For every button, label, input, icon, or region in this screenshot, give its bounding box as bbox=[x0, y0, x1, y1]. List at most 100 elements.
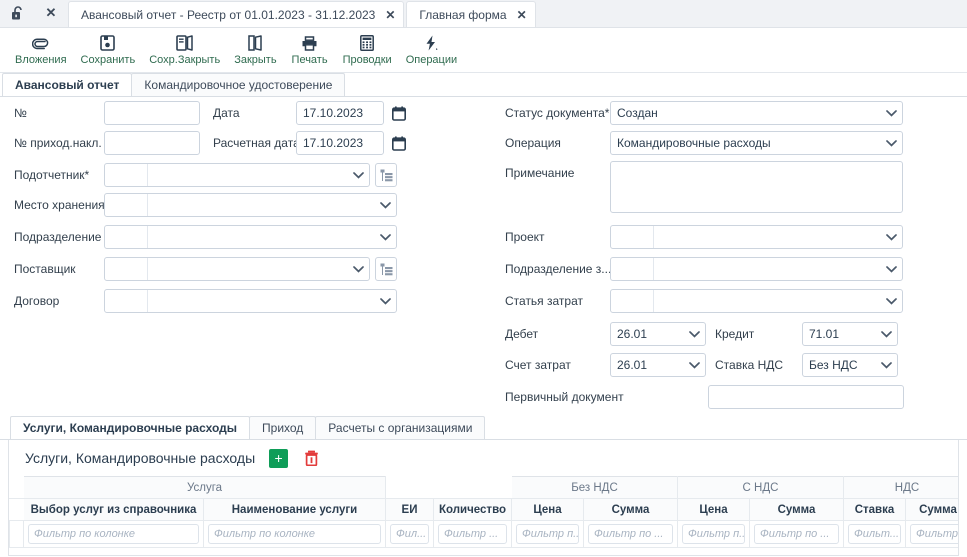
add-row-button[interactable]: + bbox=[269, 448, 289, 468]
close-all-tabs-button[interactable]: ✕ bbox=[45, 5, 57, 20]
window-tab-avansovy-otchet[interactable]: Авансовый отчет - Реестр от 01.01.2023 -… bbox=[68, 1, 405, 27]
column-filter-input[interactable]: Фильтр по ... bbox=[754, 524, 839, 544]
tab-prihod[interactable]: Приход bbox=[249, 416, 317, 439]
calendar-icon[interactable] bbox=[388, 105, 410, 121]
primary-document-input[interactable] bbox=[708, 385, 904, 409]
tab-avansovy-otchet[interactable]: Авансовый отчет bbox=[2, 73, 133, 96]
cost-division-code[interactable] bbox=[611, 258, 654, 280]
operation-combo[interactable]: Командировочные расходы bbox=[610, 131, 903, 155]
bottom-tab-bar: Услуги, Командировочные расходы Приход Р… bbox=[0, 416, 967, 440]
debit-value[interactable]: 26.01 bbox=[617, 327, 648, 341]
chevron-down-icon[interactable] bbox=[880, 109, 902, 117]
postings-button[interactable]: Проводки bbox=[336, 29, 399, 71]
chevron-down-icon[interactable] bbox=[875, 330, 897, 338]
column-filter-input[interactable]: Фильтр по колонке bbox=[28, 524, 199, 544]
chevron-down-icon[interactable] bbox=[875, 361, 897, 369]
column-filter-input[interactable]: Фильтр по колонке bbox=[208, 524, 381, 544]
vat-rate-value[interactable]: Без НДС bbox=[809, 358, 858, 372]
credit-combo[interactable]: 71.01 bbox=[802, 322, 898, 346]
chevron-down-icon[interactable] bbox=[374, 233, 396, 241]
chevron-down-icon[interactable] bbox=[880, 265, 902, 273]
close-button[interactable]: Закрыть bbox=[227, 29, 283, 71]
chevron-down-icon[interactable] bbox=[347, 171, 369, 179]
close-icon[interactable]: ✕ bbox=[385, 7, 396, 22]
table-column-header[interactable]: ЕИ bbox=[385, 498, 434, 521]
column-filter-input[interactable]: Фильтр п... bbox=[682, 524, 745, 544]
table-column-header[interactable]: Наименование услуги bbox=[203, 498, 386, 521]
field-row-division: Подразделение bbox=[0, 223, 470, 251]
column-filter-input[interactable]: Фильт... bbox=[848, 524, 901, 544]
invoice-number-input[interactable] bbox=[104, 131, 200, 155]
table-column-header[interactable]: Сумма bbox=[749, 498, 844, 521]
column-filter-input[interactable]: Фил... bbox=[390, 524, 429, 544]
trash-icon[interactable] bbox=[302, 449, 321, 468]
table-column-header[interactable]: Цена bbox=[511, 498, 584, 521]
accountable-tree-button[interactable] bbox=[375, 163, 397, 187]
chevron-down-icon[interactable] bbox=[347, 265, 369, 273]
chevron-down-icon[interactable] bbox=[880, 139, 902, 147]
chevron-down-icon[interactable] bbox=[880, 297, 902, 305]
save-and-close-button[interactable]: Сохр.Закрыть bbox=[142, 29, 227, 71]
supplier-code[interactable] bbox=[105, 258, 148, 280]
note-textarea[interactable] bbox=[610, 161, 903, 213]
storage-code[interactable] bbox=[105, 194, 148, 216]
storage-combo[interactable] bbox=[104, 193, 397, 217]
status-combo[interactable]: Создан bbox=[610, 101, 903, 125]
operations-button[interactable]: Операции bbox=[399, 29, 464, 71]
column-filter-input[interactable]: Фильтр по ... bbox=[588, 524, 673, 544]
cost-account-value[interactable]: 26.01 bbox=[617, 358, 648, 372]
window-tab-glavnaya-forma[interactable]: Главная форма ✕ bbox=[406, 1, 536, 27]
table-group-header: НДС bbox=[843, 476, 958, 499]
table-column-header[interactable]: Сумма bbox=[583, 498, 678, 521]
operation-value[interactable]: Командировочные расходы bbox=[617, 136, 771, 150]
column-filter-input[interactable]: Фильтр п... bbox=[516, 524, 579, 544]
main-toolbar: Вложения Сохранить Сохр.Закрыть bbox=[0, 28, 967, 73]
chevron-down-icon[interactable] bbox=[683, 361, 705, 369]
credit-value[interactable]: 71.01 bbox=[809, 327, 840, 341]
calc-date-input[interactable]: 17.10.2023 bbox=[296, 131, 384, 155]
number-input[interactable] bbox=[104, 101, 200, 125]
cost-item-combo[interactable] bbox=[610, 289, 903, 313]
column-filter-input[interactable]: Фильтр ... bbox=[438, 524, 507, 544]
vat-rate-combo[interactable]: Без НДС bbox=[802, 353, 898, 377]
supplier-tree-button[interactable] bbox=[375, 257, 397, 281]
project-code[interactable] bbox=[611, 226, 654, 248]
tab-komandirovochnoe-udostoverenie[interactable]: Командировочное удостоверение bbox=[131, 73, 346, 96]
table-column-header[interactable]: Количество bbox=[433, 498, 512, 521]
supplier-combo[interactable] bbox=[104, 257, 370, 281]
status-value[interactable]: Создан bbox=[617, 106, 658, 120]
services-panel: Услуги, Командировочные расходы + Услуга… bbox=[8, 440, 959, 556]
accountable-combo[interactable] bbox=[104, 163, 370, 187]
chevron-down-icon[interactable] bbox=[880, 233, 902, 241]
table-column-header[interactable]: Цена bbox=[677, 498, 750, 521]
division-code[interactable] bbox=[105, 226, 148, 248]
table-column-header[interactable] bbox=[9, 498, 24, 521]
contract-code[interactable] bbox=[105, 290, 148, 312]
credit-label: Кредит bbox=[715, 327, 755, 341]
contract-combo[interactable] bbox=[104, 289, 397, 313]
table-group-header: С НДС bbox=[677, 476, 844, 499]
column-filter-input[interactable]: Фильтр п bbox=[910, 524, 958, 544]
attachments-button[interactable]: Вложения bbox=[8, 29, 74, 71]
accountable-code[interactable] bbox=[105, 164, 148, 186]
calendar-icon[interactable] bbox=[388, 135, 410, 151]
tab-uslugi-komandirovochnye-rashody[interactable]: Услуги, Командировочные расходы bbox=[10, 416, 251, 439]
table-column-header[interactable]: Ставка bbox=[843, 498, 906, 521]
table-column-header[interactable]: Сумма bbox=[905, 498, 958, 521]
cost-division-combo[interactable] bbox=[610, 257, 903, 281]
save-button[interactable]: Сохранить bbox=[74, 29, 143, 71]
print-button[interactable]: Печать bbox=[284, 29, 336, 71]
date-input[interactable]: 17.10.2023 bbox=[296, 101, 384, 125]
cost-account-combo[interactable]: 26.01 bbox=[610, 353, 706, 377]
tab-raschety-s-organizaciyami[interactable]: Расчеты с организациями bbox=[315, 416, 486, 439]
chevron-down-icon[interactable] bbox=[374, 201, 396, 209]
division-combo[interactable] bbox=[104, 225, 397, 249]
debit-combo[interactable]: 26.01 bbox=[610, 322, 706, 346]
padlock-icon[interactable] bbox=[0, 0, 34, 27]
project-combo[interactable] bbox=[610, 225, 903, 249]
chevron-down-icon[interactable] bbox=[374, 297, 396, 305]
chevron-down-icon[interactable] bbox=[683, 330, 705, 338]
cost-item-code[interactable] bbox=[611, 290, 654, 312]
close-icon[interactable]: ✕ bbox=[516, 7, 527, 22]
table-column-header[interactable]: Выбор услуг из справочника bbox=[23, 498, 204, 521]
